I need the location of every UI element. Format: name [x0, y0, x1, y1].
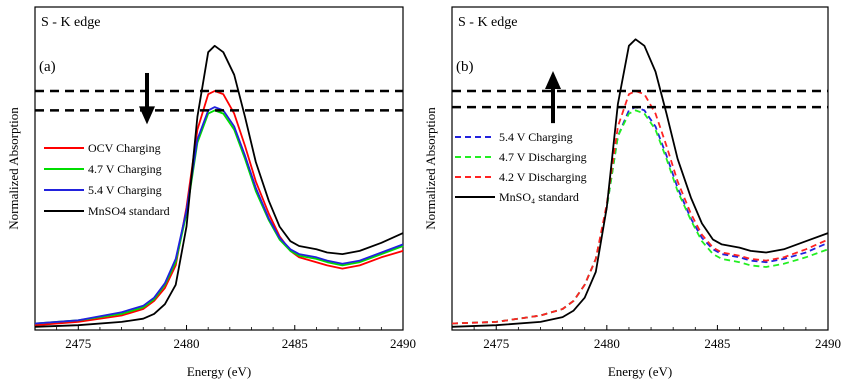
x-tick-label: 2480 — [174, 336, 200, 351]
series-line-2 — [34, 106, 404, 325]
x-tick-label: 2480 — [594, 336, 620, 351]
y-axis-label: Normalized Absorption — [423, 107, 438, 230]
series-line-0 — [34, 90, 404, 327]
arrow-down-head — [139, 106, 155, 125]
legend-label-2: 5.4 V Charging — [88, 183, 162, 197]
series-line-3 — [34, 44, 404, 328]
y-axis-label: Normalized Absorption — [6, 107, 21, 230]
legend-label-3: MnSO₄ standard — [499, 190, 579, 204]
legend-label-0: 5.4 V Charging — [499, 130, 573, 144]
legend-label-3: MnSO4 standard — [88, 204, 170, 218]
x-tick-label: 2490 — [815, 336, 841, 351]
panel-a: 2475 2480 2485 2490 Energy (eV) Normalized Ab… — [6, 6, 416, 379]
x-axis-label: Energy (eV) — [608, 364, 672, 379]
x-tick-label: 2490 — [390, 336, 416, 351]
series-line-3 — [451, 38, 829, 328]
x-tick-label: 2485 — [704, 336, 730, 351]
x-tick-label: 2475 — [65, 336, 91, 351]
panel-label: (b) — [456, 59, 474, 75]
plot-frame — [34, 6, 404, 331]
panel-b: 2475 2480 2485 2490 Energy (eV) Normalized Ab… — [423, 6, 841, 379]
x-axis-label: Energy (eV) — [187, 364, 251, 379]
series-line-1 — [34, 109, 404, 325]
legend-label-2: 4.2 V Discharging — [499, 170, 587, 184]
panel-label: (a) — [39, 59, 56, 75]
arrow-up-head — [545, 70, 561, 89]
legend-label-1: 4.7 V Charging — [88, 162, 162, 176]
edge-title: S - K edge — [41, 15, 101, 30]
x-tick-label: 2475 — [483, 336, 509, 351]
plot-frame — [451, 6, 829, 331]
legend-label-1: 4.7 V Discharging — [499, 150, 587, 164]
x-tick-label: 2485 — [282, 336, 308, 351]
series-line-2 — [451, 90, 829, 325]
legend-label-0: OCV Charging — [88, 141, 161, 155]
edge-title: S - K edge — [458, 15, 518, 30]
